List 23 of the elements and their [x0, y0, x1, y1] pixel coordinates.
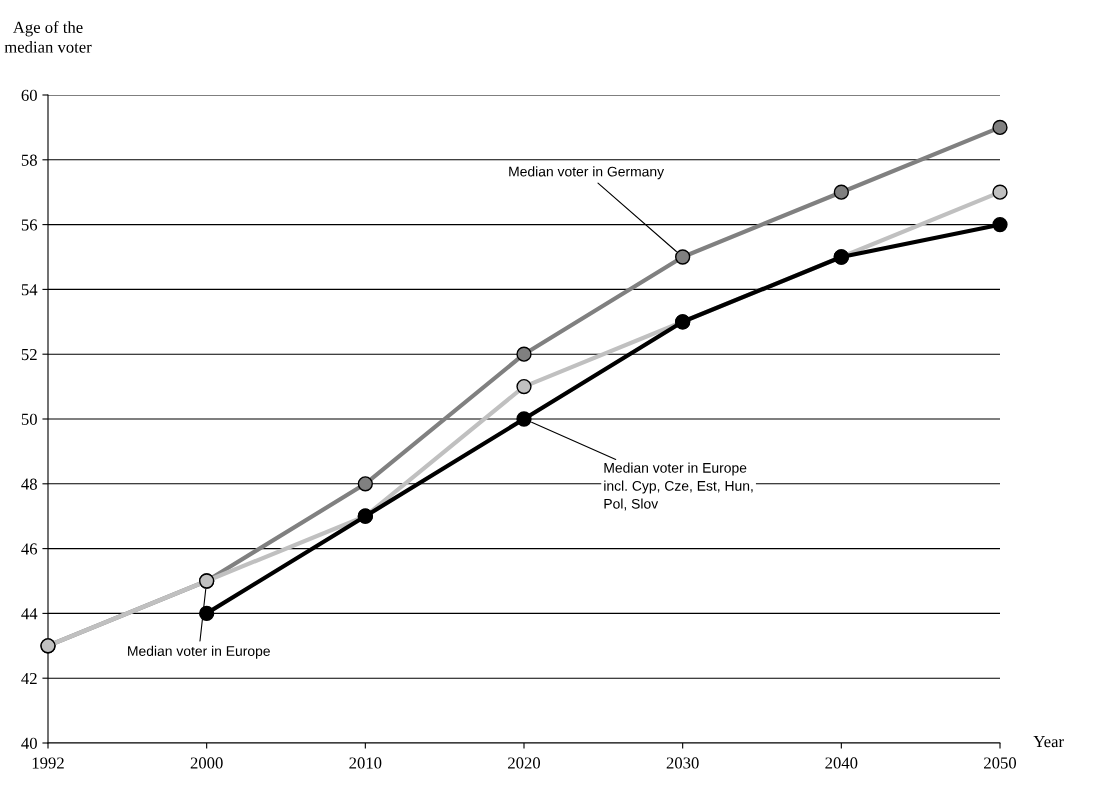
y-tick-label: 50 — [21, 413, 37, 425]
y-tick-label: 58 — [21, 154, 37, 166]
y-tick-label: 40 — [21, 737, 37, 749]
x-tick-label: 2020 — [508, 757, 541, 769]
y-tick-label: 42 — [21, 672, 37, 684]
y-tick-label: 44 — [21, 608, 38, 620]
x-tick-label: 2000 — [190, 757, 223, 769]
y-tick-label: 54 — [21, 284, 38, 296]
x-tick-label: 2050 — [984, 757, 1017, 769]
x-tick-label: 1992 — [32, 757, 64, 769]
y-tick-label: 56 — [21, 219, 38, 231]
x-tick-label: 2040 — [825, 757, 858, 769]
annotation: Median voter in Europe — [128, 645, 270, 659]
y-axis-title: Age of the median voter — [4, 21, 92, 53]
y-tick-label: 46 — [21, 543, 38, 555]
annotation: Median voter in Europe incl. Cyp, Cze, Est, Hun, Pol, Slov — [604, 462, 753, 511]
x-tick-label: 2010 — [349, 757, 382, 769]
y-tick-label: 60 — [21, 89, 37, 101]
x-tick-label: 2030 — [666, 757, 699, 769]
y-tick-label: 48 — [21, 478, 37, 490]
y-tick-label: 52 — [21, 348, 37, 361]
x-axis-title: Year — [1033, 736, 1064, 748]
annotation: Median voter in Germany — [509, 166, 665, 180]
